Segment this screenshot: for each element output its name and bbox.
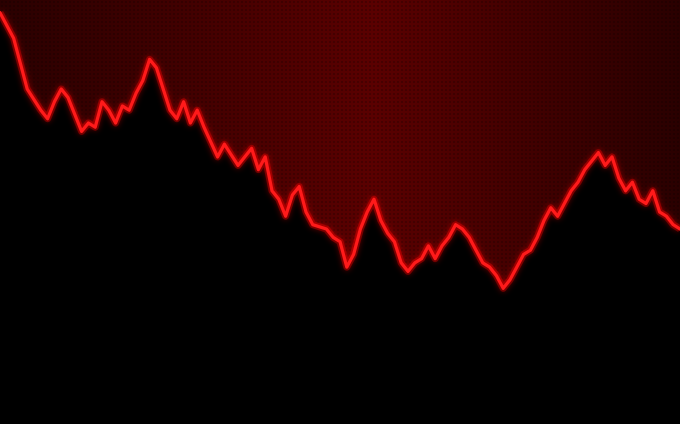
price-line [0,11,680,290]
